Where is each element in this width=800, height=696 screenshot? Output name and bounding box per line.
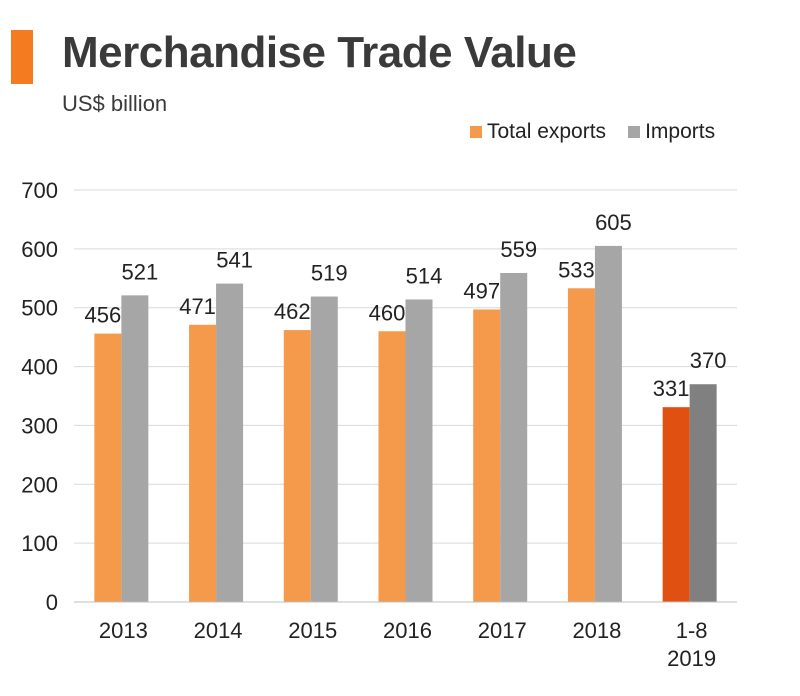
title-accent-bar	[11, 30, 33, 84]
legend-item-exports: Total exports	[470, 120, 606, 144]
bar-imports	[310, 296, 338, 602]
bar-total-exports	[378, 331, 406, 602]
bar-imports	[689, 384, 717, 602]
chart-subtitle: US$ billion	[62, 91, 168, 116]
data-label-imports: 559	[500, 237, 537, 262]
y-tick-label: 100	[21, 531, 58, 556]
data-label-imports: 521	[121, 259, 158, 284]
legend-swatch-exports	[470, 126, 482, 138]
data-label-exports: 462	[274, 299, 311, 324]
bar-imports	[594, 245, 622, 602]
data-label-imports: 541	[216, 248, 253, 273]
y-tick-label: 500	[21, 296, 58, 321]
data-label-imports: 514	[406, 263, 443, 288]
y-tick-label: 300	[21, 413, 58, 438]
data-label-exports: 331	[653, 376, 690, 401]
x-tick-label: 2014	[194, 618, 243, 643]
x-tick-label: 1-8	[676, 618, 708, 643]
x-tick-label: 2017	[478, 618, 527, 643]
data-label-exports: 497	[463, 278, 500, 303]
y-tick-label: 600	[21, 237, 58, 262]
x-tick-label: 2013	[99, 618, 148, 643]
legend-label-exports: Total exports	[487, 120, 607, 143]
chart-title: Merchandise Trade Value	[62, 28, 577, 77]
y-tick-label: 200	[21, 472, 58, 497]
x-tick-label: 2015	[288, 618, 337, 643]
legend-label-imports: Imports	[645, 120, 716, 143]
bar-total-exports	[567, 288, 595, 602]
bar-imports	[405, 299, 433, 602]
legend-swatch-imports	[628, 126, 641, 138]
bar-total-exports	[662, 407, 690, 602]
x-tick-label: 2016	[383, 618, 432, 643]
y-tick-label: 700	[21, 178, 58, 203]
x-tick-label: 2018	[572, 618, 621, 643]
data-label-exports: 460	[369, 300, 406, 325]
bar-total-exports	[473, 309, 501, 602]
y-tick-label: 400	[21, 355, 58, 380]
bar-imports	[216, 283, 244, 602]
bar-total-exports	[189, 324, 217, 602]
bar-imports	[121, 295, 149, 602]
bar-total-exports	[94, 333, 122, 602]
legend: Total exports Imports	[470, 119, 715, 145]
data-label-exports: 471	[179, 294, 216, 319]
x-tick-label: 2019	[667, 646, 716, 671]
bar-imports	[500, 272, 528, 602]
data-label-exports: 533	[558, 257, 595, 282]
legend-item-imports: Imports	[628, 120, 715, 144]
data-label-imports: 519	[311, 261, 348, 286]
bar-total-exports	[283, 330, 311, 602]
y-tick-label: 0	[46, 590, 58, 615]
data-label-imports: 370	[690, 348, 727, 373]
data-label-exports: 456	[84, 303, 121, 328]
data-label-imports: 605	[595, 210, 632, 235]
